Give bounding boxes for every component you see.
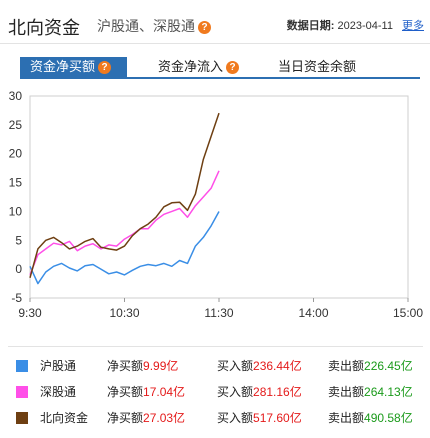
tab-bar: 资金净买额? 资金净流入? 当日资金余额	[20, 57, 420, 79]
y-tick-label: 10	[9, 204, 23, 218]
tab-net-inflow[interactable]: 资金净流入?	[158, 57, 240, 77]
y-tick-label: 25	[9, 118, 23, 132]
more-link[interactable]: 更多	[402, 20, 424, 32]
tab-net-buy-label: 资金净买额	[30, 59, 96, 74]
legend-table: 沪股通 净买额9.99亿 买入额236.44亿 卖出额226.45亿 深股通 净…	[8, 346, 423, 438]
legend-row: 沪股通 净买额9.99亿 买入额236.44亿 卖出额226.45亿	[8, 355, 423, 377]
y-tick-label: 20	[9, 147, 23, 161]
buy-value: 281.16亿	[253, 385, 302, 399]
y-tick-label: 5	[15, 233, 22, 247]
tab-net-inflow-label: 资金净流入	[158, 59, 224, 74]
tab-daily-balance-label: 当日资金余额	[278, 59, 357, 74]
y-tick-label: 0	[15, 262, 22, 276]
date-label: 数据日期:	[286, 20, 335, 32]
help-icon[interactable]: ?	[198, 20, 211, 34]
series-name: 深股通	[40, 385, 77, 399]
series-name: 沪股通	[40, 359, 77, 373]
sell-label: 卖出额	[328, 411, 365, 425]
net-label: 净买额	[107, 385, 144, 399]
header: 北向资金 沪股通、深股通? 数据日期: 2023-04-11 更多	[0, 0, 430, 44]
page-title: 北向资金	[8, 18, 80, 38]
net-value: 17.04亿	[143, 385, 186, 399]
help-icon[interactable]: ?	[98, 61, 112, 75]
date-area: 数据日期: 2023-04-11 更多	[287, 17, 424, 33]
x-tick-label: 11:30	[204, 306, 233, 320]
buy-value: 517.60亿	[253, 411, 302, 425]
buy-label: 买入额	[217, 359, 254, 373]
net-label: 净买额	[107, 359, 144, 373]
legend-swatch	[16, 386, 28, 398]
date-value: 2023-04-11	[337, 20, 393, 32]
subtitle: 沪股通、深股通?	[97, 16, 211, 36]
y-tick-label: 30	[9, 89, 23, 103]
sell-value: 226.45亿	[364, 359, 413, 373]
net-value: 9.99亿	[143, 359, 179, 373]
series-line	[29, 211, 220, 285]
y-tick-label: 15	[9, 176, 23, 190]
line-chart: 30 25 20 15 10 5 0 -59:30 10:30 11:30 14:00 15:00	[9, 89, 424, 320]
legend-swatch	[16, 412, 28, 424]
subtitle-text: 沪股通、深股通	[97, 18, 195, 34]
legend-row: 深股通 净买额17.04亿 买入额281.16亿 卖出额264.13亿	[8, 381, 423, 403]
tab-daily-balance[interactable]: 当日资金余额	[278, 57, 356, 77]
buy-label: 买入额	[217, 411, 254, 425]
net-label: 净买额	[107, 411, 144, 425]
sell-value: 264.13亿	[364, 385, 413, 399]
help-icon[interactable]: ?	[226, 61, 240, 75]
x-tick-label: 10:30	[109, 306, 139, 320]
sell-value: 490.58亿	[364, 411, 413, 425]
buy-label: 买入额	[217, 385, 254, 399]
sell-label: 卖出额	[328, 359, 365, 373]
tab-net-buy[interactable]: 资金净买额?	[20, 57, 127, 77]
series-name: 北向资金	[40, 411, 89, 425]
series-line	[29, 112, 220, 278]
legend-row: 北向资金 净买额27.03亿 买入额517.60亿 卖出额490.58亿	[8, 407, 423, 429]
plot-area	[29, 95, 409, 299]
buy-value: 236.44亿	[253, 359, 302, 373]
sell-label: 卖出额	[328, 385, 365, 399]
x-tick-label: 9:30	[18, 306, 42, 320]
x-tick-label: 14:00	[298, 306, 328, 320]
y-tick-label: -5	[11, 291, 22, 305]
series-line	[29, 170, 220, 276]
x-tick-label: 15:00	[393, 306, 423, 320]
net-value: 27.03亿	[143, 411, 186, 425]
legend-swatch	[16, 360, 28, 372]
